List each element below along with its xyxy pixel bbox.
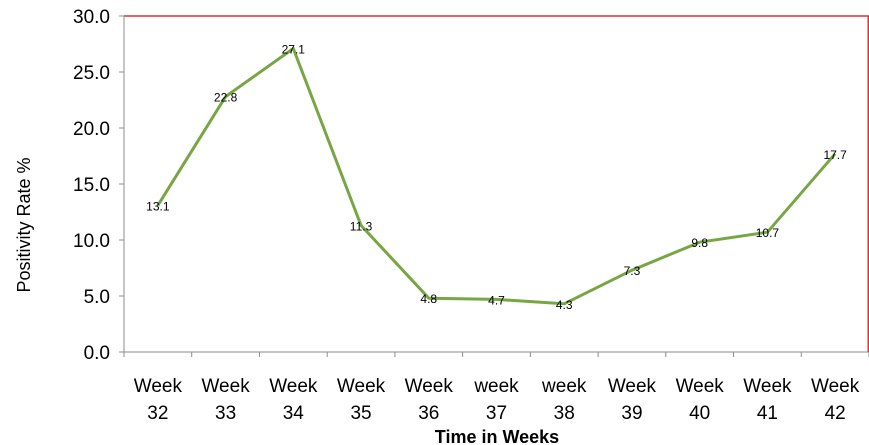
data-label: 9.8 xyxy=(691,236,708,250)
y-axis-title: Positivity Rate % xyxy=(14,157,34,292)
data-labels: 13.1 22.8 27.1 11.3 4.8 4.7 4.3 7.3 9.8 10.7 17.7 xyxy=(146,42,847,311)
y-tick-label: 15.0 xyxy=(73,175,110,196)
data-label: 4.7 xyxy=(488,293,505,307)
data-label: 17.7 xyxy=(823,148,847,162)
y-tick-label: 25.0 xyxy=(73,63,110,84)
data-label: 11.3 xyxy=(350,219,373,233)
x-tick-label: Week 34 xyxy=(269,376,318,424)
x-tick-label: Week 33 xyxy=(201,376,250,424)
data-label: 27.1 xyxy=(282,42,306,56)
x-tick-label: week 37 xyxy=(473,376,519,424)
y-tick-label: 30.0 xyxy=(73,7,110,28)
x-tick-label: Week 41 xyxy=(743,376,792,424)
x-axis-ticks: Week 32 Week 33 Week 34 Week 35 Week 36 week 37 week… xyxy=(123,352,869,424)
x-tick-label: Week 39 xyxy=(608,376,657,424)
y-tick-label: 10.0 xyxy=(73,231,110,252)
x-tick-label: Week 32 xyxy=(134,376,183,424)
x-tick-label: Week 36 xyxy=(405,376,454,424)
data-label: 10.7 xyxy=(756,226,780,240)
x-axis-title: Time in Weeks xyxy=(435,427,559,445)
x-tick-label: Week 40 xyxy=(676,376,725,424)
data-label: 4.3 xyxy=(556,298,573,312)
y-tick-label: 5.0 xyxy=(84,287,110,308)
y-tick-label: 20.0 xyxy=(73,119,110,140)
data-label: 13.1 xyxy=(146,199,170,213)
y-axis-ticks: 0.0 5.0 10.0 15.0 20.0 25.0 30.0 xyxy=(73,7,124,364)
data-label: 4.8 xyxy=(420,292,437,306)
x-tick-label: week 38 xyxy=(541,376,587,424)
x-tick-label: Week 35 xyxy=(337,376,386,424)
x-tick-label: Week 42 xyxy=(811,376,860,424)
data-label: 22.8 xyxy=(214,91,238,105)
data-label: 7.3 xyxy=(624,264,641,278)
series-line xyxy=(156,47,837,306)
y-tick-label: 0.0 xyxy=(84,343,110,364)
